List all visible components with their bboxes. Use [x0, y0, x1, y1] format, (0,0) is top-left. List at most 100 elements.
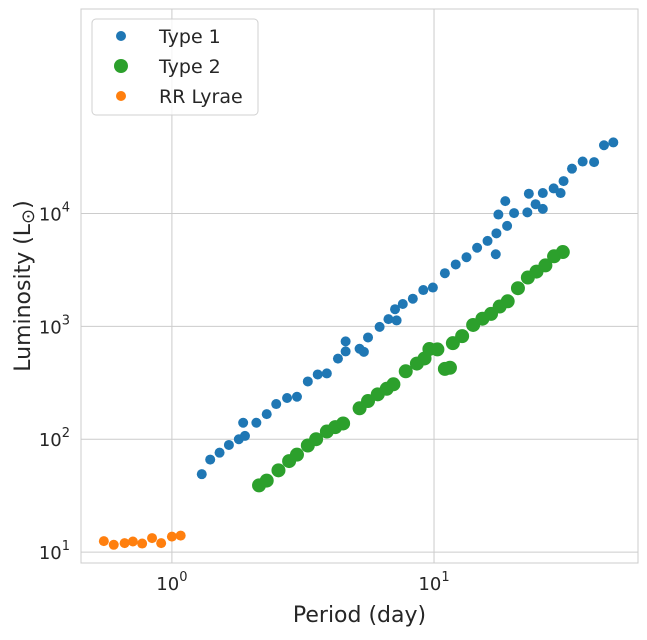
- data-point: [137, 538, 148, 549]
- data-point: [509, 208, 520, 219]
- data-point: [558, 176, 569, 187]
- data-point: [251, 417, 262, 428]
- data-point: [166, 531, 177, 542]
- legend-marker: [116, 91, 126, 101]
- data-point: [491, 228, 502, 239]
- y-tick-label: 104: [39, 201, 70, 226]
- data-point: [361, 394, 376, 409]
- data-point: [205, 454, 216, 465]
- data-point: [336, 416, 351, 431]
- data-point: [450, 259, 461, 270]
- data-point: [223, 439, 234, 450]
- data-point: [147, 533, 158, 544]
- data-point: [363, 332, 374, 343]
- data-point: [537, 188, 548, 199]
- data-point: [383, 314, 394, 325]
- data-points: [98, 137, 619, 550]
- legend-entry: Type 2: [114, 56, 221, 78]
- data-point: [577, 156, 588, 167]
- y-tick-label: 103: [39, 313, 70, 338]
- data-point: [196, 469, 207, 480]
- data-point: [538, 258, 553, 273]
- data-point: [555, 245, 570, 260]
- data-point: [289, 447, 304, 462]
- data-point: [391, 315, 402, 326]
- data-point: [418, 285, 429, 296]
- data-point: [461, 252, 472, 263]
- series-type-1: [196, 137, 619, 480]
- legend-label: Type 1: [158, 26, 221, 48]
- data-point: [472, 242, 483, 253]
- legend-entry: Type 1: [116, 26, 221, 48]
- data-point: [291, 391, 302, 402]
- y-axis-label: Luminosity (L⊙): [11, 200, 39, 372]
- data-point: [390, 304, 401, 315]
- data-point: [522, 207, 533, 218]
- data-point: [358, 346, 369, 357]
- data-point: [566, 163, 577, 174]
- data-point: [239, 430, 250, 441]
- data-point: [530, 199, 541, 210]
- legend: Type 1 Type 2 RR Lyrae: [91, 18, 259, 116]
- data-point: [407, 293, 418, 304]
- data-point: [271, 399, 282, 410]
- data-point: [156, 538, 167, 549]
- data-point: [500, 196, 511, 207]
- tick-labels: 100 101 101 102 103 104: [39, 201, 450, 595]
- data-point: [442, 360, 457, 375]
- x-tick-label: 100: [156, 570, 187, 595]
- series-rr-lyrae: [98, 530, 186, 550]
- data-point: [312, 369, 323, 380]
- legend-entry: RR Lyrae: [116, 86, 243, 108]
- data-point: [175, 530, 186, 541]
- legend-label: RR Lyrae: [159, 86, 243, 108]
- data-point: [430, 342, 445, 357]
- data-point: [386, 377, 401, 392]
- data-point: [523, 188, 534, 199]
- legend-label: Type 2: [158, 56, 221, 78]
- data-point: [302, 376, 313, 387]
- data-point: [482, 235, 493, 246]
- data-point: [398, 364, 413, 379]
- data-point: [261, 409, 272, 420]
- data-point: [108, 539, 119, 550]
- data-point: [439, 268, 450, 279]
- data-point: [282, 392, 293, 403]
- data-point: [309, 432, 324, 447]
- data-point: [490, 249, 501, 260]
- data-point: [271, 463, 286, 478]
- data-point: [502, 220, 513, 231]
- x-tick-label: 101: [418, 570, 449, 595]
- data-point: [214, 447, 225, 458]
- data-point: [537, 203, 548, 214]
- data-point: [589, 157, 600, 168]
- y-tick-label: 101: [39, 539, 70, 564]
- data-point: [127, 536, 138, 547]
- legend-marker: [114, 59, 128, 73]
- data-point: [340, 336, 351, 347]
- data-point: [500, 294, 515, 309]
- data-point: [598, 140, 609, 151]
- data-point: [98, 536, 109, 547]
- data-point: [608, 137, 619, 148]
- data-point: [555, 188, 566, 199]
- data-point: [374, 321, 385, 332]
- data-point: [119, 538, 130, 549]
- data-point: [259, 473, 274, 488]
- series-type-2: [252, 245, 570, 493]
- legend-marker: [116, 31, 126, 41]
- data-point: [510, 281, 525, 296]
- y-tick-label: 102: [39, 426, 70, 451]
- data-point: [340, 346, 351, 357]
- data-point: [332, 353, 343, 364]
- data-point: [238, 417, 249, 428]
- legend-frame: [91, 18, 259, 116]
- data-point: [427, 282, 438, 293]
- axes-frame: [80, 8, 639, 564]
- data-point: [397, 298, 408, 309]
- data-point: [455, 329, 470, 344]
- data-point: [321, 368, 332, 379]
- data-point: [493, 209, 504, 220]
